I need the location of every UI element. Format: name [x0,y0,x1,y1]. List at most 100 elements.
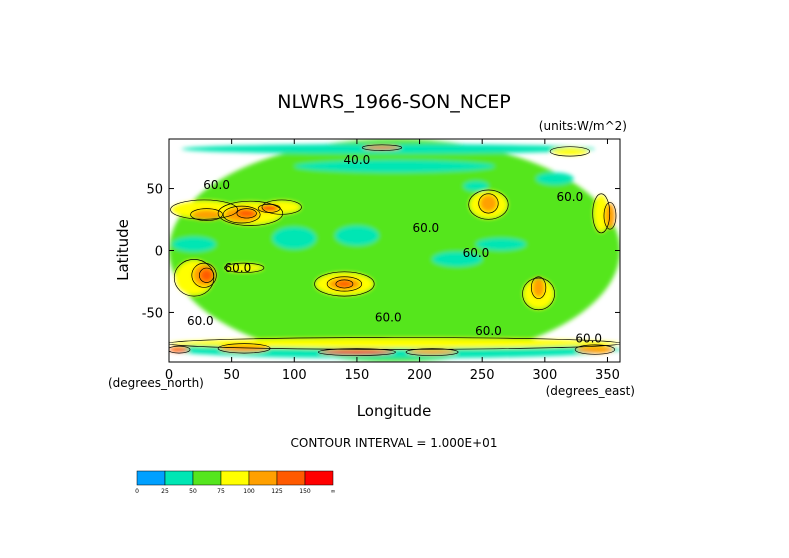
contour-value-label: 60.0 [412,221,439,235]
contour-line [603,202,617,230]
contour-line [549,146,591,157]
contour-value-label: 60.0 [557,190,584,204]
contour-line [169,337,620,350]
contour-region-level-3 [551,147,589,156]
contour-value-label: 60.0 [225,261,252,275]
contour-value-label: 60.0 [375,310,402,324]
contour-value-label: 60.0 [463,246,490,260]
contour-region-level-4 [479,194,498,213]
contour-lines [169,144,620,356]
contour-interval-label: CONTOUR INTERVAL = 1.000E+01 [291,436,498,450]
y-axis-label: Latitude [114,219,132,281]
contour-value-label: 60.0 [575,331,602,345]
colorbar-swatch [192,470,222,486]
y-tick-label: 0 [155,245,163,260]
colorbar-swatch [136,470,166,486]
y-tick-label: 50 [146,183,163,198]
x-tick-label: 300 [532,368,557,383]
contour-line [478,193,499,214]
contour-region-level-6 [319,349,395,355]
colorbar-tick-label: 150 [299,488,311,495]
colorbar-swatch [276,470,306,486]
colorbar: 0 25 50 75 100 125 150 ∞ [135,470,336,495]
plot-area: 40.0 60.0 60.0 60.0 60.0 60.0 60.0 60.0 60.0 60.0 [169,139,620,362]
contour-region-level-5 [336,280,352,288]
x-units-label: (degrees_east) [546,384,635,398]
contour-region-level-1 [334,225,379,246]
colorbar-swatch [220,470,250,486]
contour-region-level-5 [169,347,190,353]
x-tick-label: 150 [345,368,370,383]
contour-line [224,262,265,273]
contour-labels: 40.0 60.0 60.0 60.0 60.0 60.0 60.0 60.0 60.0 60.0 [187,153,602,345]
contour-line [574,344,616,355]
contour-line [592,193,611,234]
contour-line [170,199,239,220]
colorbar-tick-label: 25 [161,488,169,495]
contour-region-level-6 [259,205,280,212]
contour-line [335,279,354,289]
x-tick-label: 0 [165,368,173,383]
contour-region-level-1 [432,251,483,267]
contour-region-level-5 [200,269,213,282]
contour-region-level-1 [172,236,216,252]
contour-region-level-1 [463,181,489,192]
colorbar-swatch [304,470,334,486]
colorbar-tick-label: 0 [135,488,139,495]
colorbar-tick-label: 125 [271,488,283,495]
contour-line [190,208,223,221]
contour-line [326,276,363,292]
contour-region-level-3 [169,338,620,349]
colorbar-tick-label: 100 [243,488,255,495]
x-tick-label: 250 [470,368,495,383]
contour-region-level-4 [532,277,545,298]
contour-region-level-1 [272,226,317,250]
colorbar-swatch [164,470,194,486]
contour-region-level-4 [407,349,458,355]
contour-value-label: 60.0 [475,324,502,338]
contour-region-level-2 [169,139,620,362]
contour-line [217,343,271,354]
contour-value-label: 60.0 [203,178,230,192]
contour-line [222,205,261,224]
colorbar-tick-label: ∞ [331,488,336,495]
contour-line [317,348,396,356]
contour-region-level-1 [475,238,527,251]
contour-region-level-4 [191,209,222,220]
contour-region-level-1 [294,160,495,173]
units-label: (units:W/m^2) [539,119,627,133]
x-tick-label: 350 [595,368,620,383]
contour-line [217,200,284,226]
contour-line [198,267,215,283]
contour-region-level-1 [536,172,574,185]
x-axis-ticks: 0 50 100 150 200 250 300 350 [165,139,620,383]
contour-line [405,348,459,356]
contour-value-label: 40.0 [344,153,371,167]
contour-region-level-3 [225,264,263,272]
colorbar-tick-label: 50 [189,488,197,495]
x-tick-label: 50 [223,368,240,383]
contour-line [314,271,375,297]
colorbar-swatch [248,470,278,486]
contour-line [361,144,403,151]
x-tick-label: 100 [282,368,307,383]
contour-region-level-5 [237,209,256,218]
contour-line [236,208,257,219]
colorbar-tick-label: 75 [217,488,225,495]
contour-value-label: 60.0 [187,314,214,328]
x-axis-label: Longitude [357,402,432,420]
y-axis-ticks: -50 0 50 [142,183,620,321]
contour-line [530,276,547,299]
contour-region-level-4 [219,344,270,353]
contour-line [173,259,215,297]
filled-contour-field [169,139,620,362]
x-tick-label: 200 [407,368,432,383]
contour-line [169,345,191,354]
contour-line [261,199,302,215]
y-units-label: (degrees_north) [108,376,204,390]
y-tick-label: -50 [142,306,163,321]
contour-region-level-4 [576,345,614,354]
chart-title: NLWRS_1966-SON_NCEP [277,91,510,113]
contour-region-level-5 [363,145,401,150]
